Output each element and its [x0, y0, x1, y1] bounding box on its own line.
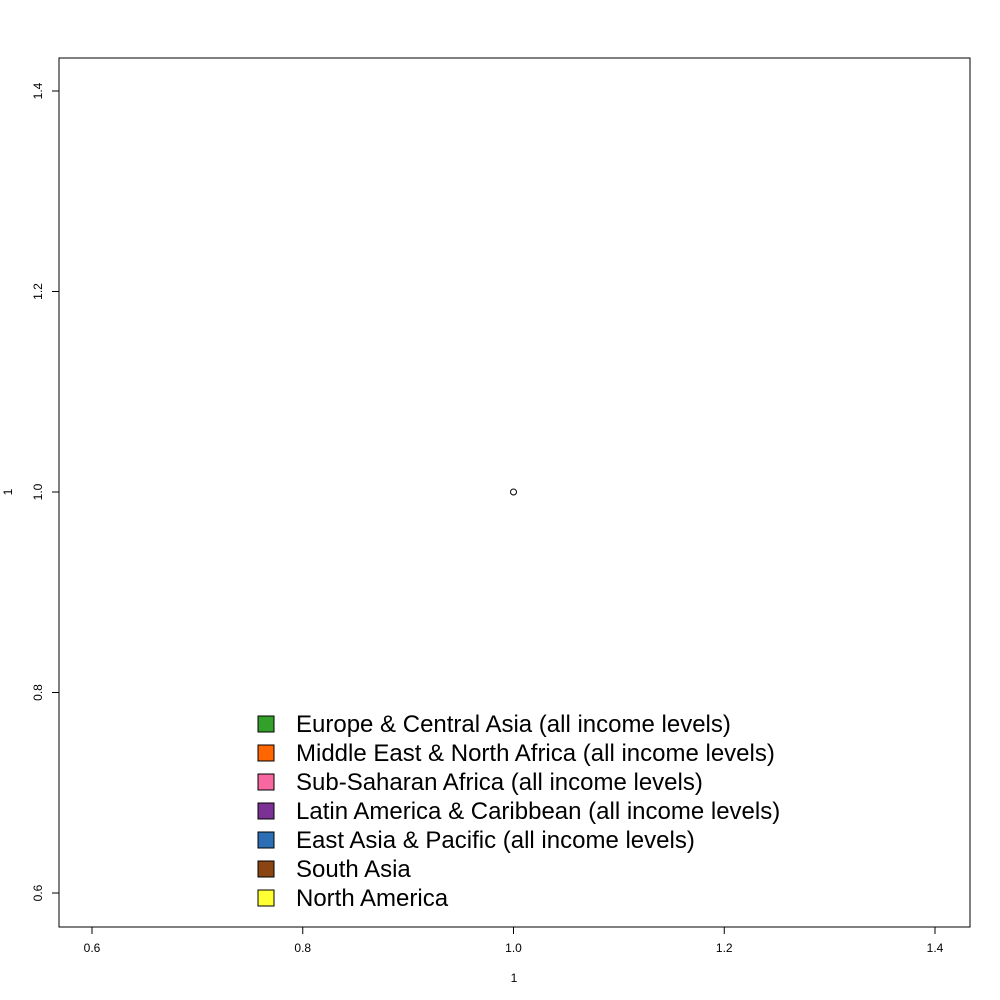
- legend-item: Latin America & Caribbean (all income le…: [257, 798, 780, 825]
- x-tick-label: 1.4: [927, 941, 944, 955]
- x-tick-label: 0.8: [294, 941, 311, 955]
- legend-swatch: [257, 773, 275, 791]
- legend-item: South Asia: [257, 856, 411, 883]
- y-axis-label: 1: [1, 488, 15, 495]
- y-tick-label: 1.4: [31, 82, 45, 99]
- legend-swatch: [257, 831, 275, 849]
- legend-swatch: [257, 715, 275, 733]
- legend-label: Middle East & North Africa (all income l…: [296, 740, 775, 767]
- y-axis: 0.6 0.8 1.0 1.2 1.4: [31, 82, 60, 901]
- legend: Europe & Central Asia (all income levels…: [257, 711, 780, 912]
- y-tick-label: 1.0: [31, 483, 45, 500]
- x-tick-label: 1.2: [716, 941, 733, 955]
- x-tick-label: 1.0: [505, 941, 522, 955]
- legend-item: East Asia & Pacific (all income levels): [257, 827, 695, 854]
- y-tick-label: 0.6: [31, 884, 45, 901]
- legend-item: Sub-Saharan Africa (all income levels): [257, 769, 703, 796]
- x-axis-label: 1: [511, 971, 518, 985]
- data-point: [510, 488, 517, 496]
- legend-label: Sub-Saharan Africa (all income levels): [296, 769, 703, 796]
- legend-swatch: [257, 802, 275, 820]
- legend-item: Europe & Central Asia (all income levels…: [257, 711, 731, 738]
- data-points: [510, 488, 517, 496]
- x-axis: 0.6 0.8 1.0 1.2 1.4: [84, 926, 944, 955]
- legend-label: East Asia & Pacific (all income levels): [296, 827, 695, 854]
- y-tick-label: 1.2: [31, 283, 45, 300]
- legend-item: North America: [257, 885, 449, 912]
- legend-label: South Asia: [296, 856, 411, 883]
- legend-label: Europe & Central Asia (all income levels…: [296, 711, 731, 738]
- x-tick-label: 0.6: [84, 941, 101, 955]
- legend-swatch: [257, 744, 275, 762]
- legend-item: Middle East & North Africa (all income l…: [257, 740, 775, 767]
- plot-frame: [58, 57, 971, 928]
- legend-label: Latin America & Caribbean (all income le…: [296, 798, 780, 825]
- legend-swatch: [257, 860, 275, 878]
- legend-swatch: [257, 889, 275, 907]
- legend-label: North America: [296, 885, 449, 912]
- y-tick-label: 0.8: [31, 684, 45, 701]
